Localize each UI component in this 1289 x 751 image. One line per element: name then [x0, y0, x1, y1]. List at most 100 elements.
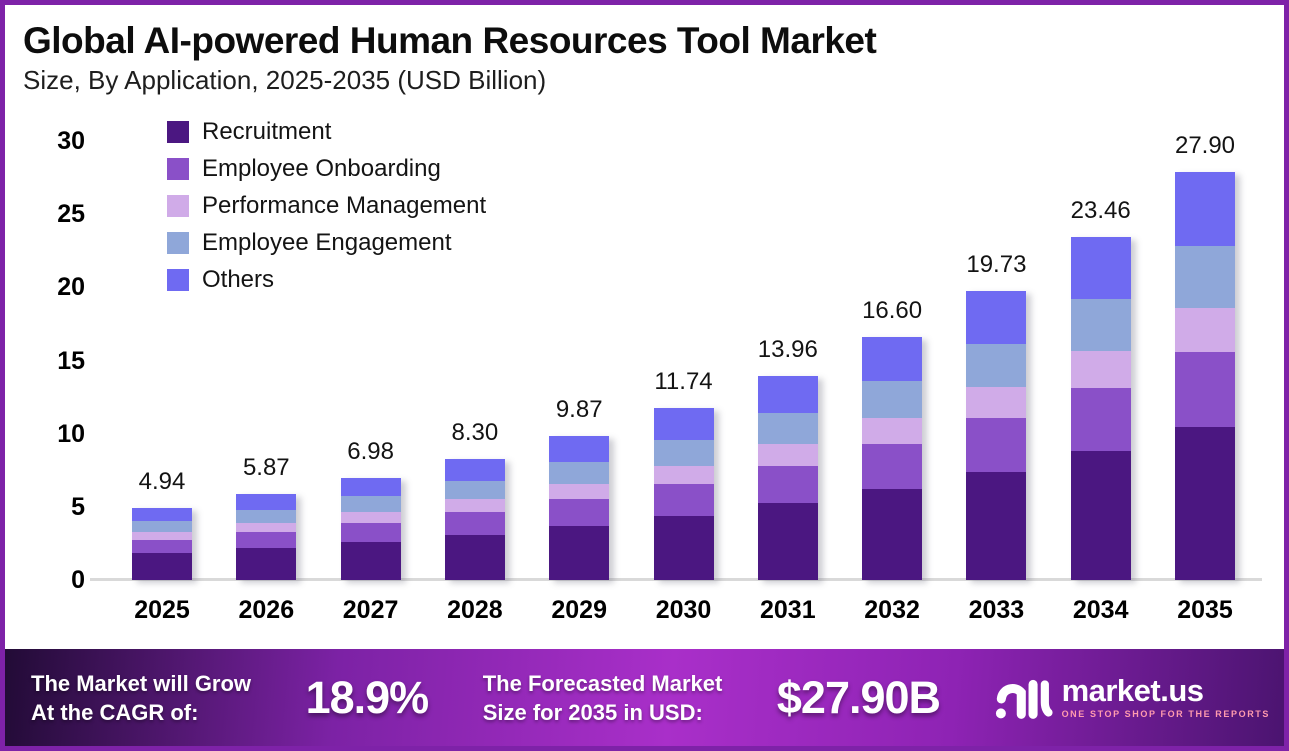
forecast-value: $27.90B [776, 671, 941, 723]
bar-2029 [549, 435, 610, 580]
bar-value-label-2029: 9.87 [555, 395, 603, 423]
bar-2031-segment-employee-onboarding [757, 465, 818, 504]
bar-2025-segment-recruitment [132, 552, 192, 580]
marketus-logo-icon [995, 679, 1053, 719]
bar-value-label-2031: 13.96 [757, 335, 818, 363]
y-axis-tick-10: 10 [57, 419, 85, 448]
bar-value-label-2025: 4.94 [138, 467, 186, 495]
bar-2035-segment-others [1175, 171, 1235, 246]
bar-2030-segment-others [653, 408, 714, 440]
bar-2031 [757, 375, 818, 580]
bar-value-label-2034: 23.46 [1070, 196, 1131, 224]
bar-2035-segment-employee-engagement [1175, 245, 1235, 308]
bar-2026-segment-employee-onboarding [236, 531, 297, 548]
bar-2028-segment-employee-engagement [444, 480, 505, 499]
bar-2033-segment-recruitment [966, 471, 1027, 580]
page-subtitle: Size, By Application, 2025-2035 (USD Bil… [23, 65, 547, 95]
x-axis-label-2034: 2034 [1072, 596, 1129, 624]
logo-text-block: market.us ONE STOP SHOP FOR THE REPORTS [1061, 673, 1270, 719]
bar-2027-segment-employee-engagement [340, 496, 401, 512]
bar-2028 [444, 458, 505, 580]
bar-2035-segment-recruitment [1175, 427, 1235, 580]
bar-2033 [966, 291, 1027, 580]
x-axis-label-2029: 2029 [551, 596, 607, 624]
y-axis-tick-5: 5 [71, 492, 85, 521]
bar-2028-segment-recruitment [444, 534, 505, 580]
logo-text: market.us [1061, 673, 1204, 708]
legend-item-others: Others [167, 268, 486, 292]
legend-item-recruitment: Recruitment [167, 118, 486, 145]
x-axis-label-2032: 2032 [864, 596, 920, 624]
legend-label: Employee Onboarding [202, 155, 441, 182]
legend-swatch [167, 158, 189, 180]
bar-2029-segment-recruitment [549, 525, 610, 580]
chart-legend: Recruitment Employee Onboarding Performanc… [167, 118, 486, 306]
x-axis-label-2035: 2035 [1177, 596, 1233, 624]
page-title: Global AI-powered Human Resources Tool M… [23, 20, 877, 61]
footer-banner: The Market will Grow At the CAGR of: 18.… [5, 649, 1284, 746]
bar-2026-segment-employee-engagement [236, 509, 297, 523]
bar-2029-segment-employee-engagement [549, 461, 610, 484]
bar-value-label-2026: 5.87 [242, 454, 290, 482]
bar-2034 [1070, 236, 1131, 580]
y-axis-tick-20: 20 [57, 273, 85, 302]
bar-2032-segment-employee-engagement [862, 381, 923, 419]
y-axis-tick-30: 30 [57, 127, 85, 156]
bar-value-label-2032: 16.60 [862, 297, 923, 325]
bar-2025-segment-employee-onboarding [132, 539, 192, 553]
bar-2030-segment-performance-management [653, 465, 714, 484]
marketus-logo: market.us ONE STOP SHOP FOR THE REPORTS [995, 674, 1270, 722]
x-axis-label-2026: 2026 [238, 596, 295, 624]
bar-2029-segment-employee-onboarding [549, 499, 610, 526]
x-axis-label-2025: 2025 [134, 596, 190, 624]
bar-2027-segment-performance-management [340, 511, 401, 523]
bar-2027-segment-recruitment [340, 541, 401, 580]
bar-2032-segment-others [862, 337, 923, 382]
bar-2027-segment-employee-onboarding [340, 522, 401, 542]
bar-2025 [132, 507, 192, 580]
legend-swatch [167, 195, 189, 217]
bar-2031-segment-employee-engagement [757, 412, 818, 444]
stacked-bar-chart: 0 5 10 15 20 25 30 4.94 5.87 6.98 8.30 9.87 11.74 13… [5, 99, 1284, 651]
legend-label: Recruitment [202, 118, 332, 145]
bar-2032-segment-employee-onboarding [862, 444, 923, 489]
header: Global AI-powered Human Resources Tool M… [5, 5, 1284, 99]
bar-2025-segment-employee-engagement [132, 520, 192, 532]
bar-2032-segment-performance-management [862, 418, 923, 445]
bar-2026-segment-others [236, 494, 297, 510]
legend-swatch [167, 269, 189, 291]
bar-2028-segment-others [444, 458, 505, 481]
x-axis-label-2027: 2027 [342, 596, 399, 624]
bar-2033-segment-employee-onboarding [966, 418, 1027, 472]
bar-2026-segment-recruitment [236, 547, 297, 580]
y-axis-tick-15: 15 [57, 346, 85, 375]
bar-2029-segment-performance-management [549, 483, 610, 500]
bar-2034-segment-others [1070, 236, 1131, 299]
bar-2032-segment-recruitment [862, 488, 923, 580]
bar-value-label-2033: 19.73 [966, 251, 1027, 279]
y-axis-tick-25: 25 [57, 200, 85, 229]
bar-2035-segment-employee-onboarding [1175, 351, 1235, 427]
legend-item-performance-management: Performance Management [167, 194, 486, 218]
bar-2032 [862, 337, 923, 580]
legend-label: Employee Engagement [202, 229, 452, 256]
bar-value-label-2035: 27.90 [1174, 131, 1236, 159]
x-axis-label-2031: 2031 [759, 596, 816, 624]
bar-value-label-2027: 6.98 [347, 437, 394, 465]
bar-2027-segment-others [340, 477, 401, 497]
bar-2033-segment-others [966, 291, 1027, 344]
bar-2027 [340, 477, 401, 580]
bar-2034-segment-recruitment [1070, 451, 1131, 580]
legend-swatch [167, 232, 189, 254]
bar-2034-segment-employee-onboarding [1070, 387, 1131, 452]
bar-2030-segment-employee-engagement [653, 439, 714, 466]
legend-item-employee-onboarding: Employee Onboarding [167, 155, 486, 182]
x-axis-label-2028: 2028 [447, 596, 503, 624]
x-axis-label-2033: 2033 [968, 596, 1025, 624]
bar-value-label-2028: 8.30 [451, 418, 499, 446]
y-axis-tick-0: 0 [71, 566, 85, 594]
bar-2025-segment-performance-management [132, 531, 192, 540]
forecast-label: The Forecasted Market Size for 2035 in U… [482, 670, 723, 725]
bar-2030-segment-recruitment [653, 515, 714, 580]
